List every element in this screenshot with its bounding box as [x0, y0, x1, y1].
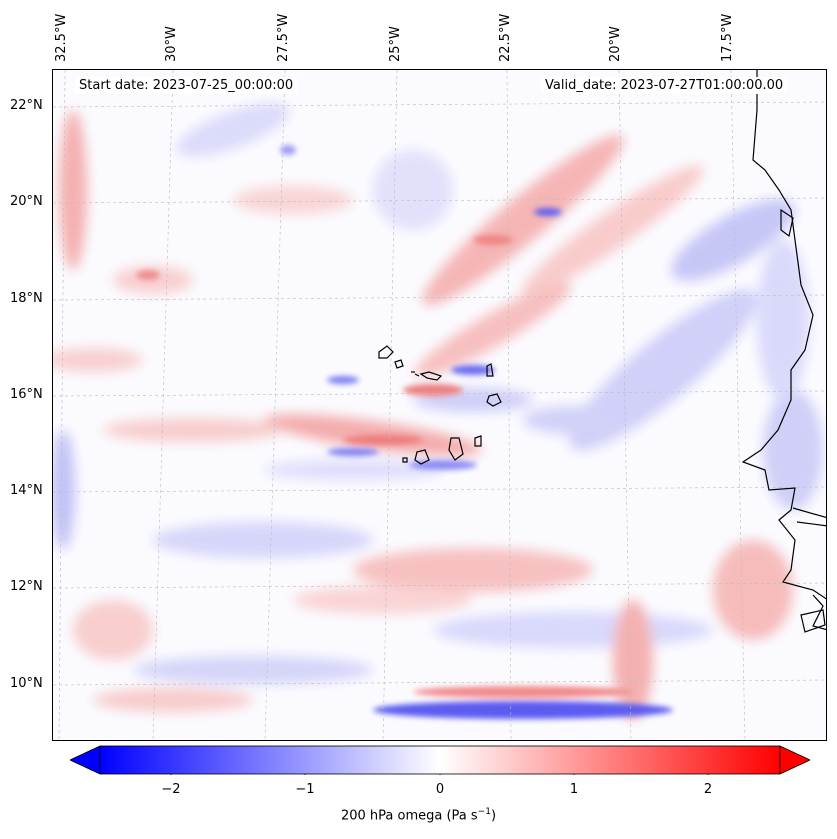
cape-verde-maio [474, 435, 482, 447]
colorbar-tick-minus1: −1 [295, 782, 315, 797]
africa-coastline [741, 70, 826, 600]
lon-label-25w: 25°W [388, 26, 403, 62]
cape-verde-sal [486, 363, 494, 377]
cape-verde-fogo [414, 449, 430, 465]
lat-label-18n: 18°N [10, 291, 43, 306]
graticule [53, 70, 826, 740]
cape-verde-sao-nicolau [419, 371, 443, 381]
omega-strong-cells [136, 145, 673, 719]
colorbar-body [99, 745, 781, 775]
colorbar-tick-1: 1 [569, 782, 579, 797]
lon-label-22.5w: 22.5°W [498, 13, 513, 62]
lat-label-20n: 20°N [10, 194, 43, 209]
cape-verde-santo-antao [378, 345, 394, 359]
colorbar [69, 745, 811, 778]
lat-label-22n: 22°N [10, 98, 43, 113]
lat-label-16n: 16°N [10, 387, 43, 402]
colorbar-tick-0: 0 [435, 782, 445, 797]
cape-verde-brava [402, 457, 408, 463]
lon-label-30w: 30°W [164, 26, 179, 62]
lon-label-20w: 20°W [608, 26, 623, 62]
coastlines [378, 70, 826, 633]
lon-label-27.5w: 27.5°W [276, 13, 291, 62]
colorbar-tick-2: 2 [703, 782, 713, 797]
cape-verde-boa-vista [486, 393, 502, 407]
cape-verde-santiago [448, 437, 464, 461]
lon-label-32.5w: 32.5°W [54, 13, 69, 62]
valid-date-label: Valid_date: 2023-07-27T01:00:00.00 [541, 77, 788, 94]
lat-label-14n: 14°N [10, 483, 43, 498]
omega-shading [53, 103, 823, 720]
lat-label-12n: 12°N [10, 579, 43, 594]
lat-label-10n: 10°N [10, 676, 43, 691]
start-date-label: Start date: 2023-07-25_00:00:00 [75, 77, 298, 94]
omega-field-map [53, 70, 826, 740]
colorbar-tick-minus2: −2 [161, 782, 181, 797]
map-panel[interactable] [52, 69, 827, 741]
colorbar-label: 200 hPa omega (Pa s−1) [340, 807, 497, 824]
lon-label-17.5w: 17.5°W [720, 13, 735, 62]
colorbar-extend-high [779, 745, 811, 775]
colorbar-extend-low [69, 745, 101, 775]
cape-verde-sao-vicente [394, 359, 404, 369]
colorbar-graphic [69, 745, 811, 778]
